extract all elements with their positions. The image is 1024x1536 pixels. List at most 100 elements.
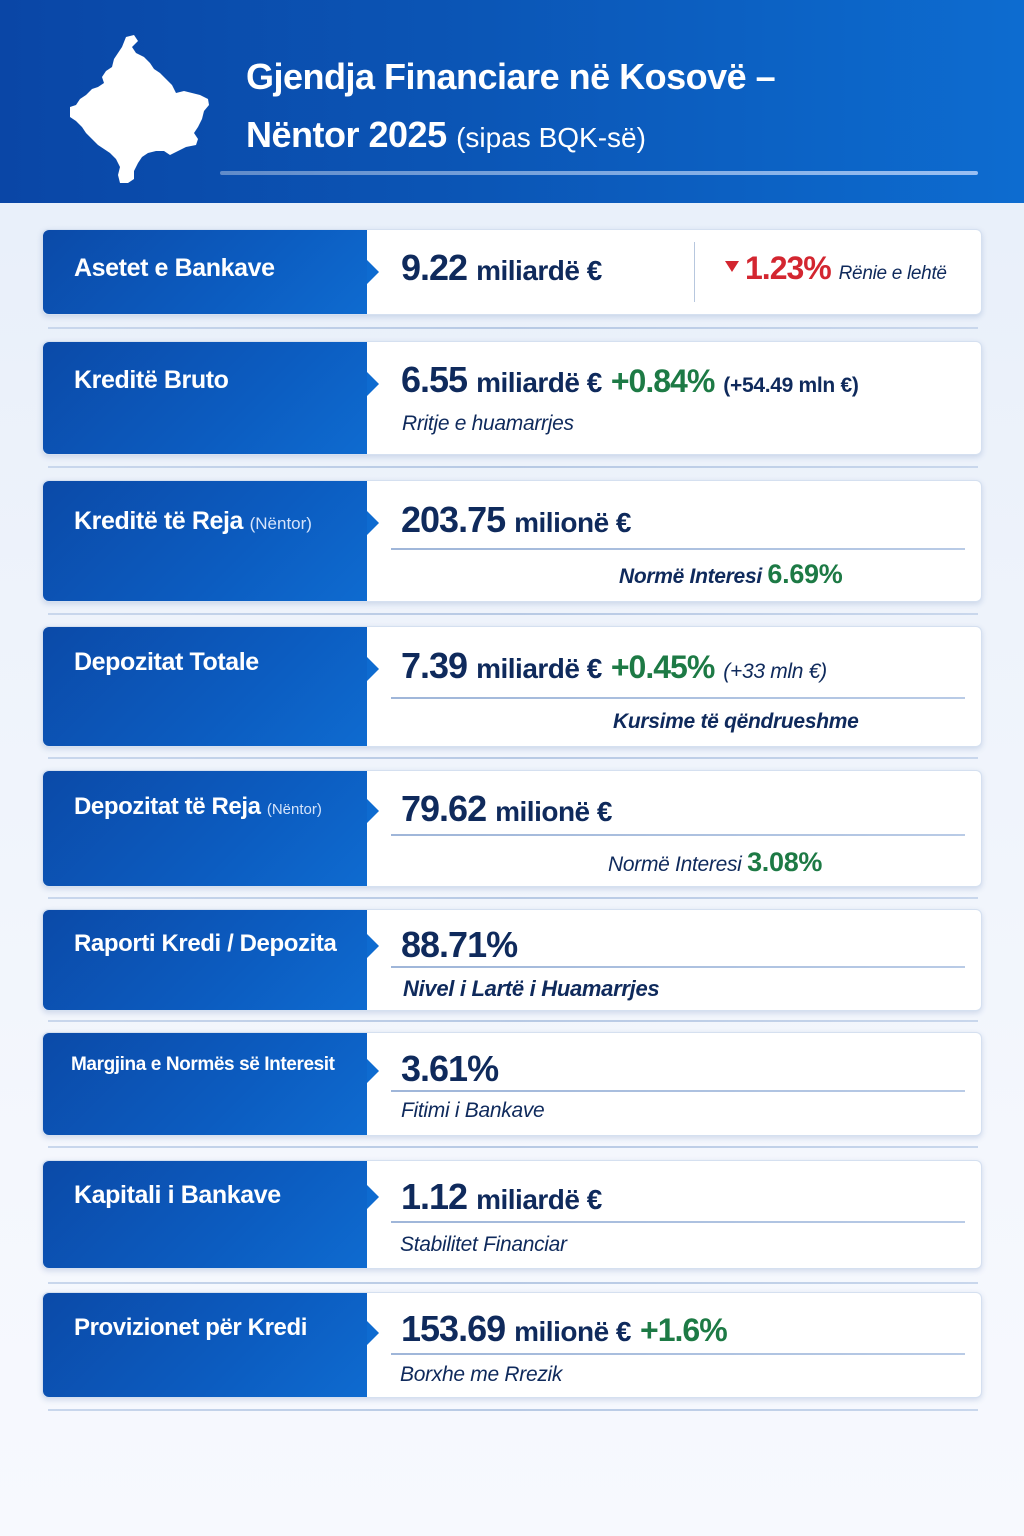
card-label: Depozitat të Reja (Nëntor): [74, 793, 322, 821]
section-divider: [48, 1020, 978, 1022]
interest-rate: 6.69%: [767, 559, 843, 589]
label-main: Kreditë të Reja: [74, 507, 244, 535]
change-value: 1.23%: [745, 250, 832, 286]
card-value: 88.71%: [401, 924, 518, 966]
section-divider: [48, 613, 978, 615]
value-number: 153.69: [401, 1308, 506, 1349]
value-number: 6.55: [401, 359, 468, 400]
value-number: 9.22: [401, 247, 468, 288]
change-note: Rënie e lehtë: [838, 263, 947, 284]
card-value: 1.12 miliardë €: [401, 1176, 602, 1218]
card-value: 3.61%: [401, 1048, 499, 1090]
inner-divider: [391, 548, 965, 550]
card-interest-margin: Margjina e Normës së Interesit 3.61% Fit…: [42, 1032, 982, 1136]
value-unit: miliardë €: [476, 1184, 602, 1215]
card-label: Margjina e Normës së Interesit: [71, 1054, 335, 1075]
card-label-panel: Margjina e Normës së Interesit: [43, 1033, 379, 1135]
card-label-panel: Raporti Kredi / Depozita: [43, 910, 379, 1010]
title-source: (sipas BQK-së): [456, 122, 646, 153]
note-label: Normë Interesi: [619, 565, 762, 588]
header-banner: Gjendja Financiare në Kosovë – Nëntor 20…: [0, 0, 1024, 203]
page-title: Gjendja Financiare në Kosovë – Nëntor 20…: [246, 48, 776, 167]
card-label-panel: Asetet e Bankave: [43, 230, 379, 314]
card-label: Raporti Kredi / Depozita: [74, 930, 337, 957]
card-label-panel: Kreditë Bruto: [43, 342, 379, 454]
section-divider: [48, 1282, 978, 1284]
label-period: (Nëntor): [266, 801, 322, 818]
section-divider: [48, 757, 978, 759]
section-divider: [48, 327, 978, 329]
card-value: 79.62 milionë €: [401, 788, 612, 830]
value-number: 79.62: [401, 788, 487, 829]
change-value: +0.84%: [610, 363, 715, 399]
card-bank-assets: Asetet e Bankave 9.22 miliardë € 1.23% R…: [42, 229, 982, 315]
card-label: Depozitat Totale: [74, 648, 259, 676]
change-value: +0.45%: [610, 649, 715, 685]
section-divider: [48, 897, 978, 899]
interest-rate: 3.08%: [747, 847, 823, 877]
card-note: Normë Interesi 6.69%: [619, 559, 843, 590]
card-value: 9.22 miliardë €: [401, 247, 602, 289]
card-note: Fitimi i Bankave: [401, 1099, 545, 1122]
note-label: Normë Interesi: [608, 853, 742, 876]
card-note: Nivel i Lartë i Huamarrjes: [403, 976, 660, 1001]
change-indicator: 1.23% Rënie e lehtë: [725, 250, 947, 287]
value-unit: miliardë €: [476, 653, 602, 684]
section-divider: [48, 1146, 978, 1148]
value-unit: miliardë €: [476, 255, 602, 286]
title-line-1: Gjendja Financiare në Kosovë –: [246, 56, 776, 97]
change-value: +1.6%: [640, 1312, 728, 1348]
value-number: 1.12: [401, 1176, 468, 1217]
card-value: 203.75 milionë €: [401, 499, 631, 541]
value-unit: milionë €: [514, 1316, 631, 1347]
title-line-2: Nëntor 2025 (sipas BQK-së): [246, 106, 775, 167]
value-number: 88.71%: [401, 924, 518, 965]
value-unit: milionë €: [495, 796, 612, 827]
card-note: Borxhe me Rrezik: [400, 1363, 563, 1386]
card-note: Kursime të qëndrueshme: [613, 710, 859, 733]
card-value: 153.69 milionë € +1.6%: [401, 1308, 728, 1350]
label-main: Depozitat të Reja: [74, 793, 261, 820]
card-label: Provizionet për Kredi: [74, 1314, 307, 1341]
card-label: Kreditë Bruto: [74, 366, 229, 394]
card-note: Stabilitet Financiar: [400, 1233, 567, 1256]
card-total-deposits: Depozitat Totale 7.39 miliardë € +0.45% …: [42, 626, 982, 747]
card-label: Kapitali i Bankave: [74, 1181, 281, 1209]
card-new-loans: Kreditë të Reja (Nëntor) 203.75 milionë …: [42, 480, 982, 602]
value-unit: milionë €: [514, 507, 631, 538]
inner-divider: [391, 1353, 965, 1355]
label-period: (Nëntor): [249, 514, 312, 533]
title-underline: [220, 171, 978, 175]
inner-divider: [391, 1090, 965, 1092]
card-loan-deposit-ratio: Raporti Kredi / Depozita 88.71% Nivel i …: [42, 909, 982, 1011]
card-value: 7.39 miliardë € +0.45% (+33 mln €): [401, 645, 827, 687]
card-label-panel: Depozitat Totale: [43, 627, 379, 746]
value-unit: miliardë €: [476, 367, 602, 398]
card-label-panel: Provizionet për Kredi: [43, 1293, 379, 1397]
card-label: Kreditë të Reja (Nëntor): [74, 507, 312, 536]
card-label: Asetet e Bankave: [74, 254, 275, 282]
card-label-panel: Kapitali i Bankave: [43, 1161, 379, 1268]
change-detail: (+33 mln €): [723, 660, 827, 683]
value-number: 203.75: [401, 499, 506, 540]
card-label-panel: Depozitat të Reja (Nëntor): [43, 771, 379, 886]
inner-divider: [391, 697, 965, 699]
inner-divider: [391, 966, 965, 968]
inner-divider: [391, 834, 965, 836]
card-note: Normë Interesi 3.08%: [608, 847, 822, 878]
card-note: Rritje e huamarrjes: [402, 412, 574, 435]
section-divider: [48, 1409, 978, 1411]
card-bank-capital: Kapitali i Bankave 1.12 miliardë € Stabi…: [42, 1160, 982, 1269]
title-period: Nëntor 2025: [246, 114, 447, 155]
value-number: 3.61%: [401, 1048, 499, 1089]
triangle-down-icon: [725, 261, 739, 273]
vertical-divider: [694, 242, 695, 302]
inner-divider: [391, 1221, 965, 1223]
kosovo-map-icon: [70, 35, 209, 183]
value-number: 7.39: [401, 645, 468, 686]
card-new-deposits: Depozitat të Reja (Nëntor) 79.62 milionë…: [42, 770, 982, 887]
change-detail: (+54.49 mln €): [723, 374, 859, 397]
card-loan-provisions: Provizionet për Kredi 153.69 milionë € +…: [42, 1292, 982, 1398]
section-divider: [48, 466, 978, 468]
card-gross-loans: Kreditë Bruto 6.55 miliardë € +0.84% (+5…: [42, 341, 982, 455]
